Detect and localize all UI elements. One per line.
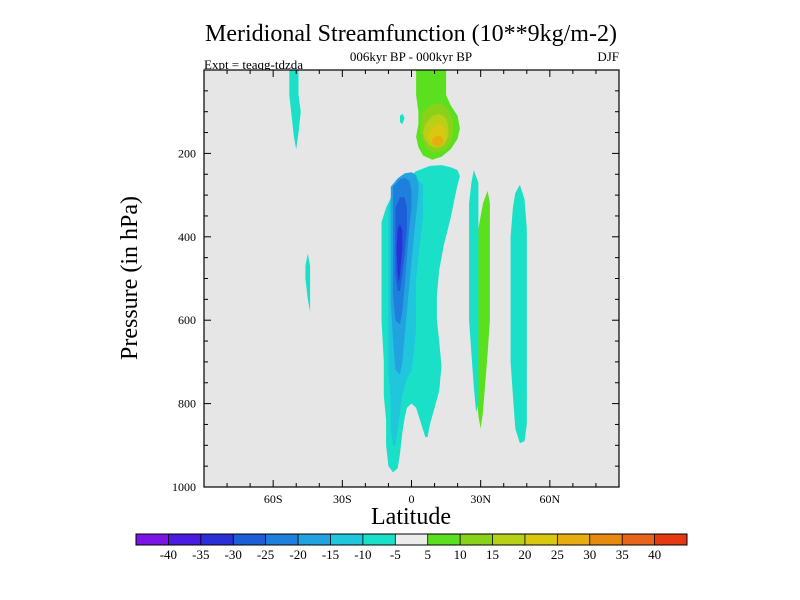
axis-ticks (204, 70, 619, 488)
colorbar-swatch (460, 534, 493, 545)
x-tick-label: 30S (333, 492, 352, 506)
experiment-label: Expt = teaqg-tdzda (204, 57, 303, 72)
colorbar-swatch (265, 534, 299, 545)
y-tick-label: 200 (178, 146, 196, 160)
colorbar-swatch (298, 534, 331, 545)
chart-title: Meridional Streamfunction (10**9kg/m-2) (205, 21, 617, 47)
contour-neg-5-small (400, 113, 405, 125)
colorbar-label: -15 (322, 547, 339, 562)
colorbar-label: 30 (583, 547, 596, 562)
colorbar-swatch (395, 534, 428, 545)
contour-neg-5-45N (469, 170, 479, 412)
x-tick-label: 30N (470, 492, 491, 506)
contour-neg-5-45S (305, 253, 311, 312)
y-axis-label: Pressure (in hPa) (117, 196, 143, 360)
contour-neg-30 (396, 224, 403, 283)
colorbar-swatch (427, 534, 461, 545)
contour-pos-5-30N (476, 190, 490, 429)
colorbar: -40 -35 -30 -25 -20 -15 -10 -5 5 10 15 20 25 30 35 40 (135, 533, 688, 562)
colorbar-label: 25 (551, 547, 564, 562)
x-tick-label: 60S (264, 492, 283, 506)
x-tick-label: 60N (539, 492, 560, 506)
colorbar-label: -25 (257, 547, 274, 562)
colorbar-label: 35 (616, 547, 629, 562)
colorbar-label: -5 (390, 547, 401, 562)
colorbar-swatch (557, 534, 591, 545)
colorbar-label: 10 (454, 547, 467, 562)
colorbar-swatch (168, 534, 202, 545)
colorbar-swatch (524, 534, 558, 545)
contour-neg-5-55N (510, 184, 527, 444)
colorbar-label: 5 (424, 547, 431, 562)
colorbar-label: -35 (192, 547, 209, 562)
colorbar-swatch (492, 534, 526, 545)
colorbar-swatch (330, 534, 364, 545)
colorbar-swatch (233, 534, 266, 545)
colorbar-label: -40 (160, 547, 177, 562)
colorbar-swatch (362, 534, 396, 545)
colorbar-label: 15 (486, 547, 499, 562)
colorbar-swatch (200, 534, 234, 545)
contour-layer (289, 70, 527, 473)
contour-pos-25-top (432, 135, 444, 147)
colorbar-frame (135, 533, 688, 546)
y-tick-label: 600 (178, 313, 196, 327)
colorbar-label: -20 (289, 547, 306, 562)
y-tick-label: 800 (178, 397, 196, 411)
colorbar-label: -10 (354, 547, 371, 562)
y-tick-label: 400 (178, 230, 196, 244)
colorbar-swatch (136, 534, 169, 545)
axis-tick-labels: 60S 30S 0 30N 60N 200 400 600 800 1000 (172, 146, 560, 506)
x-tick-label: 0 (409, 492, 415, 506)
colorbar-label: 20 (518, 547, 531, 562)
colorbar-label: -30 (225, 547, 242, 562)
colorbar-label: 40 (648, 547, 661, 562)
x-axis-label: Latitude (371, 504, 451, 530)
colorbar-swatch (654, 534, 688, 545)
season-label: DJF (597, 49, 619, 64)
colorbar-swatch (622, 534, 655, 545)
colorbar-swatch (589, 534, 623, 545)
chart-subtitle: 006kyr BP - 000kyr BP (350, 49, 472, 64)
contour-neg-5-55S (289, 70, 301, 150)
y-tick-label: 1000 (172, 480, 196, 494)
